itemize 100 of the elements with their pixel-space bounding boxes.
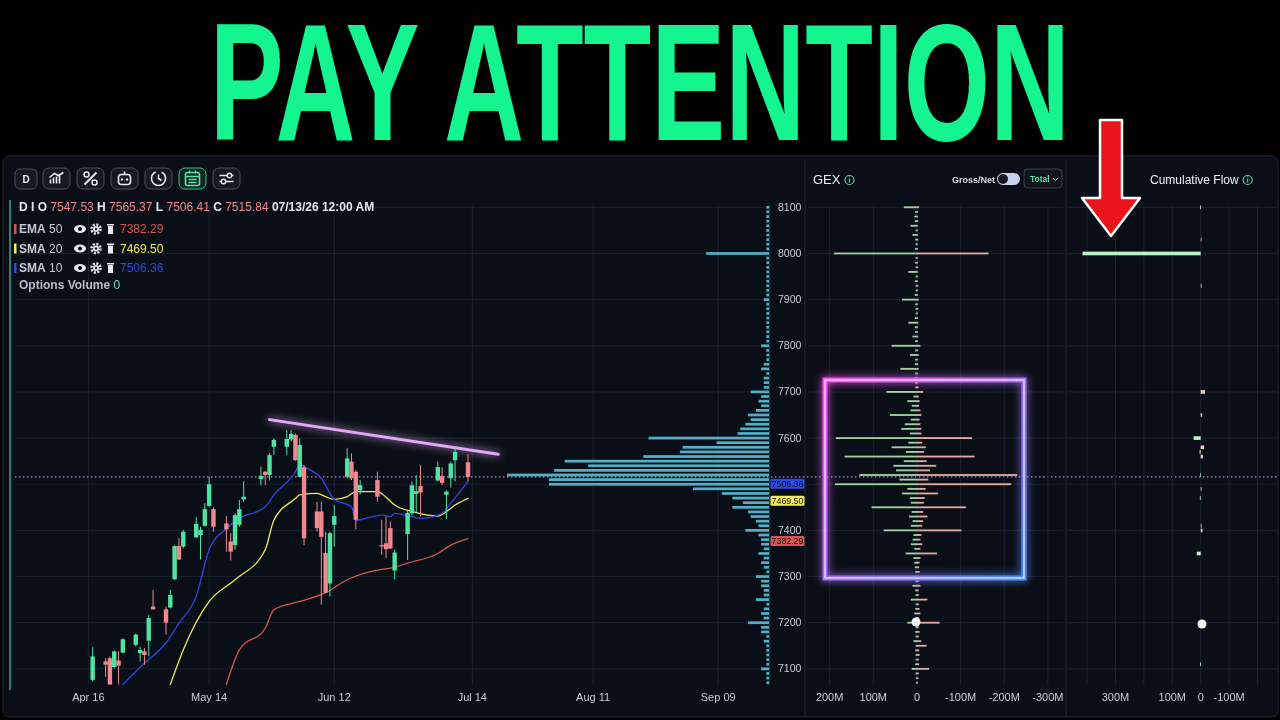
candlestick	[267, 452, 272, 482]
bar	[766, 302, 769, 306]
candlestick	[168, 589, 173, 609]
candlestick	[375, 471, 380, 503]
annotation: 7506.36	[120, 261, 164, 275]
bar	[740, 427, 769, 431]
y-tick-label: 7100	[778, 662, 802, 675]
bar	[763, 298, 769, 301]
bar	[766, 602, 769, 606]
bar	[755, 519, 769, 523]
legend-label: EMA 50	[19, 222, 63, 236]
bar	[745, 529, 769, 532]
bar	[706, 252, 769, 255]
candlestick	[357, 479, 363, 495]
bar	[766, 635, 769, 638]
bar	[763, 565, 769, 569]
bar	[761, 561, 769, 565]
annotation: 7382.29	[120, 222, 164, 236]
bar	[755, 598, 769, 601]
bar	[732, 505, 769, 509]
bar	[763, 607, 769, 611]
bar	[766, 658, 769, 661]
legend-label: SMA 20	[19, 241, 63, 256]
x-tick-label: -200M	[988, 691, 1020, 703]
text: 7506.36	[771, 478, 804, 489]
bar	[766, 265, 769, 269]
bar	[761, 344, 769, 348]
x-tick-label: 100M	[1158, 691, 1187, 703]
text: D	[22, 174, 30, 185]
bar	[766, 247, 769, 251]
candlestick	[198, 526, 203, 560]
bar	[766, 242, 769, 246]
bar	[766, 224, 769, 228]
bar	[763, 381, 769, 385]
y-tick-label: 7300	[778, 570, 802, 583]
candlestick	[224, 515, 229, 553]
x-tick-label: 200M	[815, 691, 844, 703]
candlestick	[418, 464, 423, 518]
bar	[755, 575, 769, 578]
bar	[766, 289, 769, 292]
bar	[763, 362, 769, 366]
bar	[737, 432, 769, 435]
x-tick-label: Jun 12	[317, 691, 351, 703]
text: 7382.29	[771, 536, 804, 547]
bar	[766, 261, 769, 265]
y-tick-label: 7200	[778, 616, 802, 629]
x-tick-label: Apr 16	[72, 691, 105, 703]
bar	[766, 279, 769, 283]
x-tick-label: Jul 14	[457, 691, 487, 703]
candlestick	[314, 501, 320, 533]
bar	[682, 445, 769, 449]
candlestick	[345, 447, 350, 479]
x-tick-label: -300M	[1032, 691, 1064, 703]
bar	[761, 579, 769, 583]
bar	[721, 492, 769, 495]
bar	[548, 482, 769, 486]
x-tick-label: May 14	[191, 691, 228, 703]
bar	[761, 542, 769, 546]
x-tick-label: 100M	[859, 691, 888, 703]
bar	[758, 399, 769, 403]
bar	[716, 441, 769, 445]
y-tick-label: 7600	[778, 431, 802, 444]
bar	[564, 459, 769, 463]
x-tick-label: Sep 09	[700, 691, 736, 703]
candlestick	[414, 474, 419, 514]
x-tick-label: -100M	[1213, 691, 1245, 703]
bar	[1193, 436, 1201, 440]
x-tick-label: Aug 11	[576, 691, 611, 703]
y-tick-label: 7400	[778, 523, 802, 536]
candlestick	[90, 646, 95, 682]
candlestick	[228, 532, 233, 561]
bar	[761, 395, 769, 398]
y-tick-label: 7800	[778, 339, 802, 352]
x-tick-label: -100M	[945, 691, 977, 703]
candlestick	[379, 519, 384, 556]
candlestick	[271, 438, 277, 456]
bar	[755, 409, 769, 412]
bar	[766, 284, 769, 288]
candlestick	[146, 614, 151, 657]
candlestick	[116, 650, 121, 686]
annotation: Options Volume 0	[19, 278, 121, 292]
bar	[766, 349, 769, 352]
y-tick-label: 8100	[778, 200, 802, 213]
bar	[766, 307, 769, 311]
bar	[761, 367, 769, 371]
candlestick	[202, 502, 208, 528]
bar	[554, 469, 769, 472]
y-tick-label: 7900	[778, 293, 802, 306]
bar	[766, 229, 769, 232]
candlestick	[284, 429, 289, 456]
bar	[763, 589, 769, 592]
bar	[761, 667, 769, 671]
text: D I O 7547.53 H 7565.37 L 7506.41 C 7515.84 07/13/26 12:00 AM	[19, 200, 375, 214]
candlestick	[181, 529, 186, 549]
bar	[763, 547, 769, 551]
bar	[761, 584, 769, 588]
x-tick-label: 0	[1197, 691, 1204, 703]
text: 7469.50	[771, 495, 804, 506]
bar	[758, 524, 769, 528]
candlestick	[211, 506, 216, 533]
